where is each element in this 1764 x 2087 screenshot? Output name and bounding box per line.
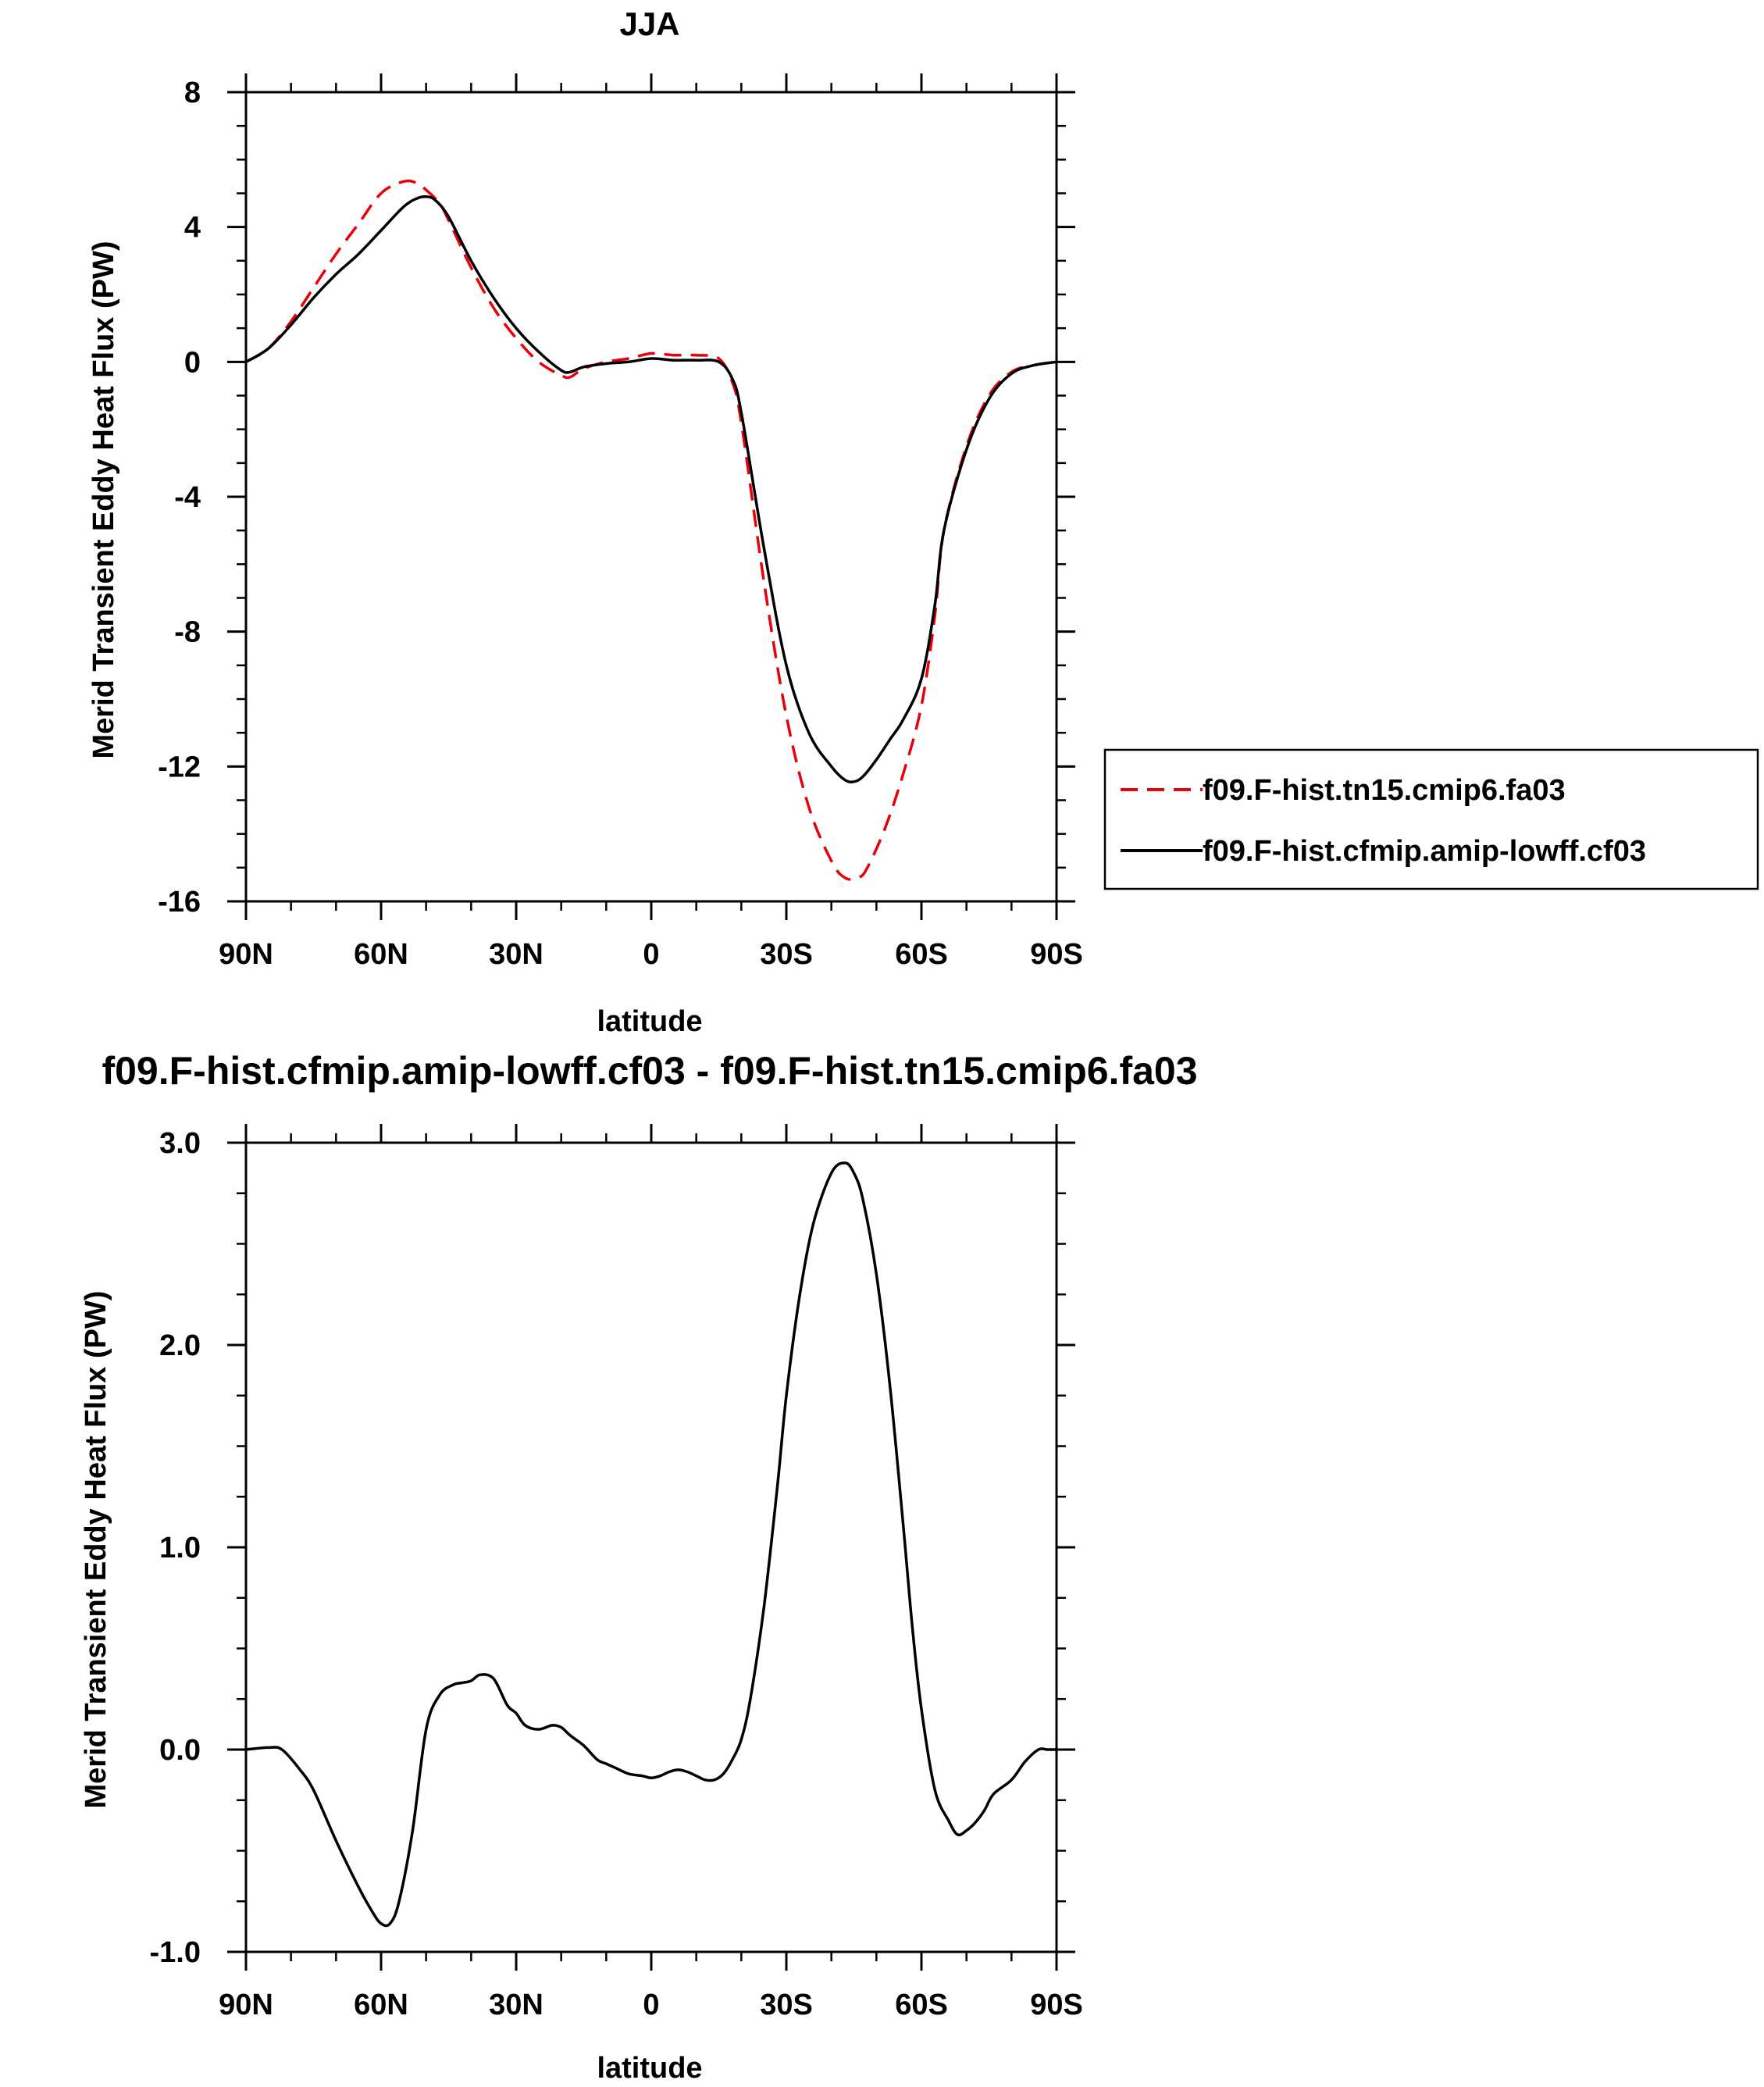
bottom-x-axis-label: latitude xyxy=(597,2052,702,2085)
top-x-tick-label: 90N xyxy=(219,938,273,971)
bottom-x-tick-label: 90N xyxy=(219,1989,273,2021)
top-y-tick-label: 8 xyxy=(184,77,201,109)
legend-label-series-2: f09.F-hist.cfmip.amip-lowff.cf03 xyxy=(1203,835,1646,868)
bottom-x-tick-label: 90S xyxy=(1030,1989,1083,2021)
top-series-line-2 xyxy=(245,194,1057,784)
top-x-tick-label: 30N xyxy=(489,938,543,971)
top-y-tick-label: -8 xyxy=(174,616,201,649)
bottom-x-tick-label: 0 xyxy=(643,1989,659,2021)
bottom-series-lines xyxy=(245,1161,1057,1928)
top-series-line-1 xyxy=(245,179,1057,881)
top-x-tick-label: 60N xyxy=(354,938,408,971)
bottom-x-tick-label: 60S xyxy=(895,1989,948,2021)
bottom-chart-title: f09.F-hist.cfmip.amip-lowff.cf03 - f09.F… xyxy=(102,1049,1197,1093)
top-y-tick-label: 4 xyxy=(184,212,201,244)
top-y-tick-label: -12 xyxy=(158,751,201,783)
legend-label-series-1: f09.F-hist.tn15.cmip6.fa03 xyxy=(1203,774,1566,807)
bottom-x-tick-label: 30N xyxy=(489,1989,543,2021)
bottom-y-tick-label: 1.0 xyxy=(159,1532,201,1564)
top-x-tick-label: 60S xyxy=(895,938,948,971)
bottom-panel: f09.F-hist.cfmip.amip-lowff.cf03 - f09.F… xyxy=(80,1049,1198,2085)
legend-box xyxy=(1103,748,1759,890)
top-chart-title: JJA xyxy=(619,5,679,42)
bottom-axis-ticks: 90N 60N 30N 0 30S 60S 90S 3.0 2.0 1.0 0.0 -1.0 xyxy=(150,1124,1083,2021)
top-y-tick-label: 0 xyxy=(184,346,201,379)
top-x-tick-label: 0 xyxy=(643,938,659,971)
top-x-axis-label: latitude xyxy=(597,1005,702,1038)
bottom-y-tick-label: -1.0 xyxy=(150,1936,201,1969)
bottom-plot-frame xyxy=(244,1141,1058,1953)
bottom-y-tick-label: 0.0 xyxy=(159,1734,201,1767)
bottom-x-tick-label: 60N xyxy=(354,1989,408,2021)
top-y-tick-label: -4 xyxy=(174,481,201,514)
top-plot-frame xyxy=(244,91,1058,903)
top-axis-ticks: 90N 60N 30N 0 30S 60S 90S 8 4 0 -4 -8 -12 -16 xyxy=(158,73,1083,971)
bottom-y-tick-label: 2.0 xyxy=(159,1329,201,1362)
top-x-tick-label: 90S xyxy=(1030,938,1083,971)
top-y-tick-label: -16 xyxy=(158,886,201,919)
top-y-axis-label: Merid Transient Eddy Heat Flux (PW) xyxy=(87,241,120,759)
bottom-x-tick-label: 30S xyxy=(760,1989,813,2021)
top-x-tick-label: 30S xyxy=(760,938,813,971)
bottom-y-axis-label: Merid Transient Eddy Heat Flux (PW) xyxy=(80,1291,112,1809)
bottom-y-tick-label: 3.0 xyxy=(159,1127,201,1160)
top-panel: JJA Merid Transient Eddy Heat Flux (PW) … xyxy=(87,5,1083,1038)
bottom-series-line-1 xyxy=(245,1161,1057,1928)
top-series-lines xyxy=(245,179,1057,881)
legend: f09.F-hist.tn15.cmip6.fa03 f09.F-hist.cf… xyxy=(1103,748,1759,890)
